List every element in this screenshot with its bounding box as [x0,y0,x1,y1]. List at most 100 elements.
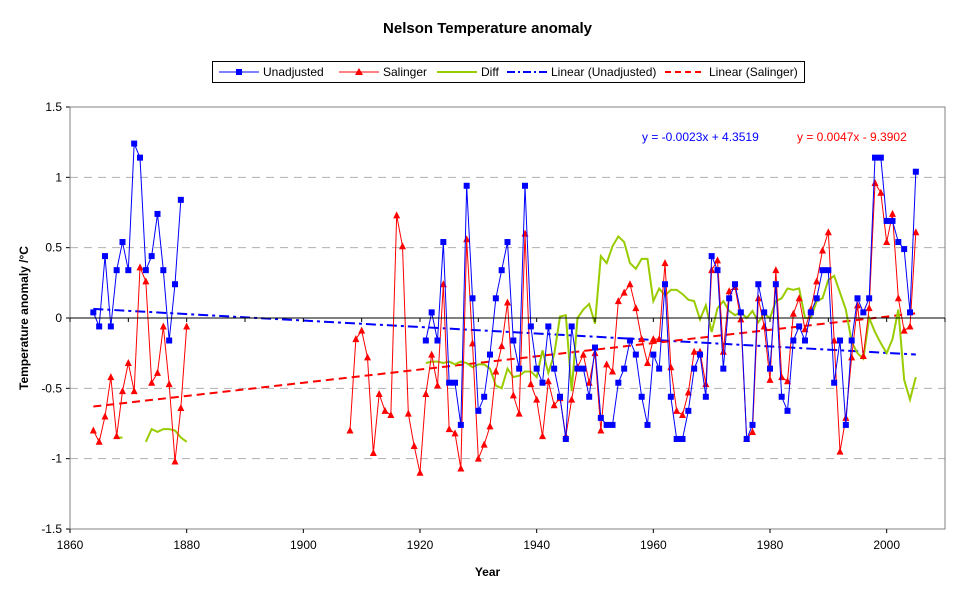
point-unadjusted [767,365,773,372]
point-salinger [527,380,535,388]
point-unadjusted [656,365,663,372]
point-unadjusted [854,295,861,302]
point-unadjusted [772,281,779,288]
point-salinger [889,209,896,217]
point-unadjusted [487,351,493,358]
point-unadjusted [469,295,476,302]
point-unadjusted [720,365,727,372]
point-salinger [778,373,786,381]
point-unadjusted [901,246,908,253]
point-unadjusted [796,323,803,330]
point-salinger [550,401,558,409]
point-unadjusted [154,210,161,217]
point-unadjusted [475,407,482,414]
point-salinger [101,412,109,420]
x-tick-label: 1860 [57,538,84,552]
point-unadjusted [609,421,616,428]
point-salinger [719,347,727,355]
point-salinger [124,359,132,367]
point-unadjusted [522,182,528,189]
legend-swatch-linear-unadjusted [507,71,547,73]
point-unadjusted [842,421,849,428]
point-unadjusted [102,253,108,260]
point-unadjusted [422,337,429,344]
series-line-salinger [349,181,917,473]
x-tick-label: 1920 [407,538,434,552]
point-salinger [177,404,185,412]
point-unadjusted [877,154,884,161]
point-salinger [119,387,126,395]
point-salinger [900,326,908,334]
point-unadjusted [819,267,826,274]
point-salinger [486,422,494,430]
point-unadjusted [125,267,132,274]
series-line-unadjusted [92,143,182,341]
point-unadjusted [866,295,873,302]
point-unadjusted [603,421,610,428]
point-unadjusted [702,393,709,400]
chart-title: Nelson Temperature anomaly [383,20,592,37]
point-unadjusted [539,379,546,386]
point-unadjusted [907,309,913,316]
point-unadjusted [732,281,738,288]
point-salinger [784,377,791,385]
point-salinger [649,335,657,343]
point-salinger [842,413,850,421]
legend-item-unadjusted: Unadjusted [219,62,324,82]
point-salinger [708,266,716,274]
point-salinger [352,335,360,343]
point-salinger [690,347,698,355]
point-unadjusted [837,337,843,344]
point-unadjusted [632,351,639,358]
point-unadjusted [662,281,668,288]
point-salinger [142,277,150,285]
point-salinger [148,378,156,386]
y-tick-label: 1.5 [45,100,62,114]
point-salinger [457,464,465,472]
series-line-salinger [92,267,188,462]
legend-label-linear-unadjusted: Linear (Unadjusted) [551,65,657,79]
point-unadjusted [912,168,919,175]
point-salinger [136,263,144,271]
point-unadjusted [113,267,120,274]
point-unadjusted [813,295,820,302]
point-unadjusted [463,182,470,189]
point-salinger [387,411,395,419]
point-salinger [95,437,103,445]
point-salinger [183,322,191,330]
point-unadjusted [621,365,628,372]
point-unadjusted [708,253,715,260]
point-unadjusted [615,379,622,386]
point-salinger [848,353,856,361]
point-salinger [714,256,721,264]
point-unadjusted [504,239,511,246]
point-salinger [871,178,879,186]
point-unadjusted [784,407,791,414]
y-tick-label: -1.5 [41,522,62,536]
point-unadjusted [790,337,797,344]
point-salinger [480,440,488,448]
point-unadjusted [650,351,657,358]
x-tick-label: 1880 [173,538,200,552]
point-unadjusted [685,407,692,414]
point-salinger [369,449,377,457]
y-tick-label: -0.5 [41,381,62,395]
point-unadjusted [137,154,143,161]
point-unadjusted [691,365,698,372]
point-unadjusted [848,337,855,344]
point-salinger [113,432,121,440]
point-salinger [661,259,669,267]
point-unadjusted [492,295,499,302]
point-salinger [358,326,366,334]
legend-label-linear-salinger: Linear (Salinger) [709,65,798,79]
point-unadjusted [177,196,184,203]
point-unadjusted [498,267,505,274]
point-unadjusted [667,393,674,400]
point-unadjusted [166,337,173,344]
point-unadjusted [457,421,464,428]
point-salinger [795,294,803,302]
point-unadjusted [860,309,867,316]
legend-swatch-diff [437,71,477,73]
point-salinger [498,342,506,350]
